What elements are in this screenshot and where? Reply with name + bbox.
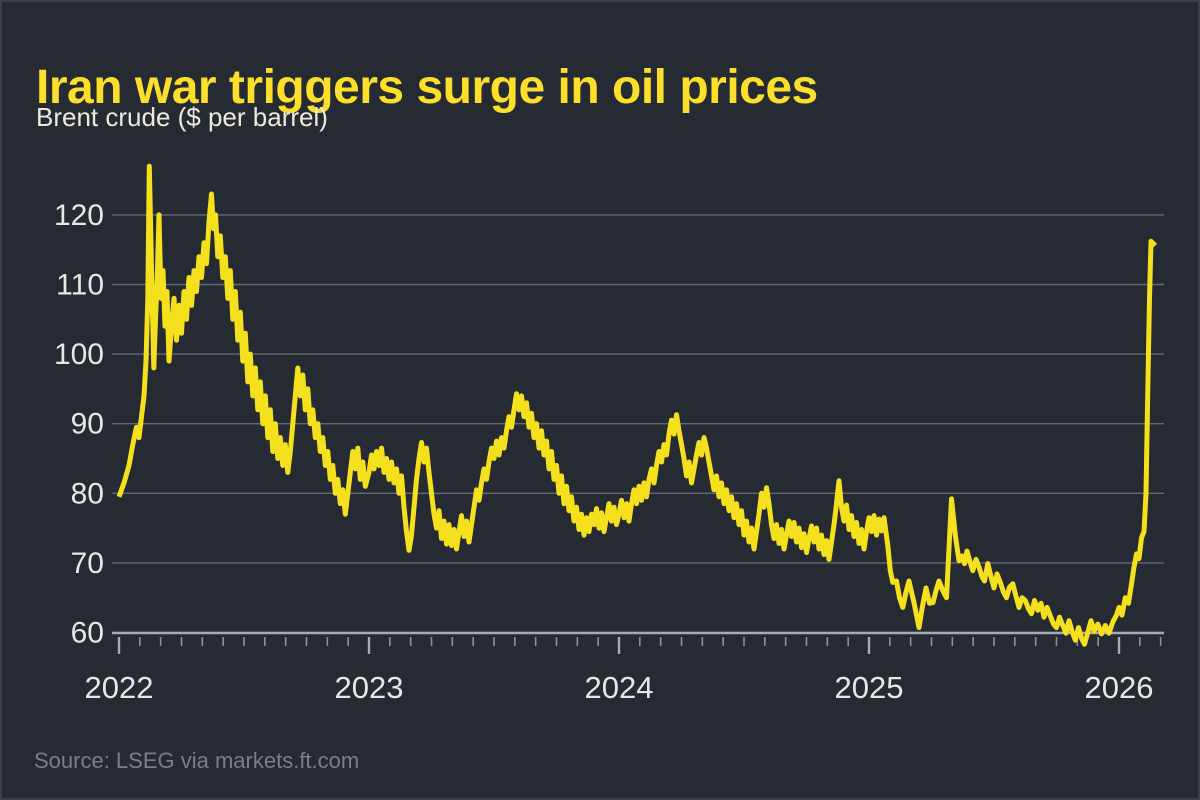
- y-axis-label-100: 100: [54, 338, 104, 371]
- y-axis-label-120: 120: [54, 199, 104, 232]
- y-axis-label-110: 110: [56, 269, 104, 302]
- y-axis-label-70: 70: [71, 547, 104, 580]
- source-note: Source: LSEG via markets.ft.com: [34, 748, 360, 773]
- chart-subtitle: Brent crude ($ per barrel): [36, 102, 328, 132]
- y-axis-label-60: 60: [71, 617, 104, 650]
- price-line: [116, 163, 1158, 647]
- chart-title: Iran war triggers surge in oil prices: [36, 61, 818, 115]
- x-axis-label-2024: 2024: [585, 670, 654, 705]
- y-axis-label-90: 90: [71, 408, 104, 441]
- x-axis-label-2022: 2022: [85, 670, 154, 705]
- y-axis-label-80: 80: [71, 477, 104, 510]
- x-axis-label-2026: 2026: [1085, 670, 1154, 705]
- x-axis-label-2023: 2023: [335, 670, 404, 705]
- x-axis-label-2025: 2025: [835, 670, 904, 705]
